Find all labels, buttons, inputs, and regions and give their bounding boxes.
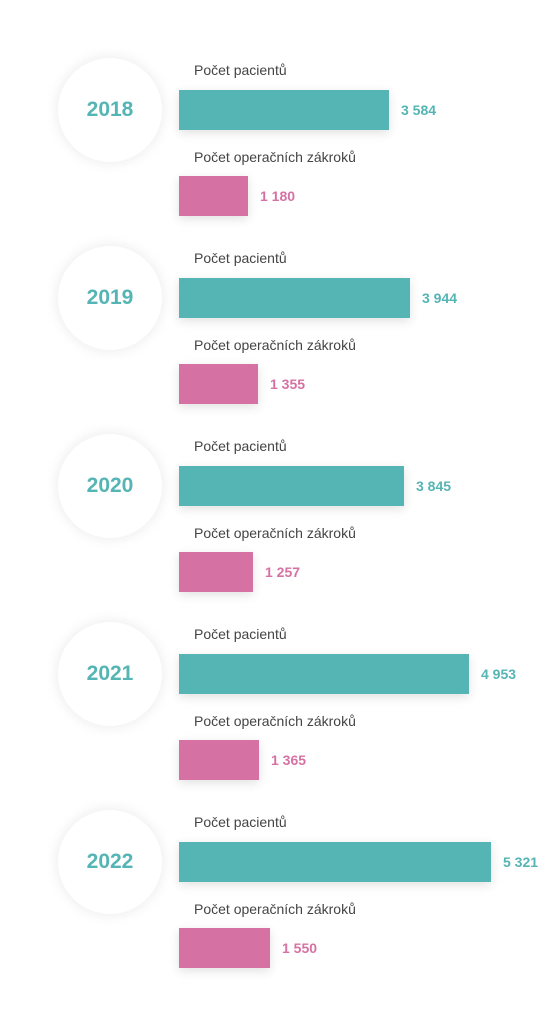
value-label-patients-2019: 3 944 (422, 290, 458, 306)
series-label-surgeries: Počet operačních zákroků (194, 901, 356, 917)
year-label-2022: 2022 (58, 810, 162, 914)
series-label-surgeries: Počet operačních zákroků (194, 713, 356, 729)
bar-surgeries-2019 (179, 364, 258, 404)
value-label-patients-2018: 3 584 (401, 102, 437, 118)
bar-patients-2020 (179, 466, 404, 506)
series-label-surgeries: Počet operačních zákroků (194, 525, 356, 541)
value-label-surgeries-2021: 1 365 (271, 752, 307, 768)
bar-surgeries-2021 (179, 740, 259, 780)
bar-surgeries-2022 (179, 928, 270, 968)
year-label-2019: 2019 (58, 246, 162, 350)
year-label-2021: 2021 (58, 622, 162, 726)
value-label-patients-2020: 3 845 (416, 478, 452, 494)
value-label-surgeries-2018: 1 180 (260, 188, 296, 204)
series-label-patients: Počet pacientů (194, 250, 287, 266)
year-label-2018: 2018 (58, 58, 162, 162)
bar-patients-2022 (179, 842, 491, 882)
bar-surgeries-2020 (179, 552, 253, 592)
series-label-patients: Počet pacientů (194, 626, 287, 642)
year-label-2020: 2020 (58, 434, 162, 538)
bar-patients-2021 (179, 654, 469, 694)
value-label-patients-2021: 4 953 (481, 666, 517, 682)
series-label-surgeries: Počet operačních zákroků (194, 149, 356, 165)
value-label-surgeries-2020: 1 257 (265, 564, 301, 580)
series-label-surgeries: Počet operačních zákroků (194, 337, 356, 353)
value-label-surgeries-2019: 1 355 (270, 376, 306, 392)
series-label-patients: Počet pacientů (194, 438, 287, 454)
value-label-patients-2022: 5 321 (503, 854, 539, 870)
value-label-surgeries-2022: 1 550 (282, 940, 318, 956)
bar-patients-2019 (179, 278, 410, 318)
series-label-patients: Počet pacientů (194, 814, 287, 830)
bar-surgeries-2018 (179, 176, 248, 216)
bar-patients-2018 (179, 90, 389, 130)
series-label-patients: Počet pacientů (194, 62, 287, 78)
